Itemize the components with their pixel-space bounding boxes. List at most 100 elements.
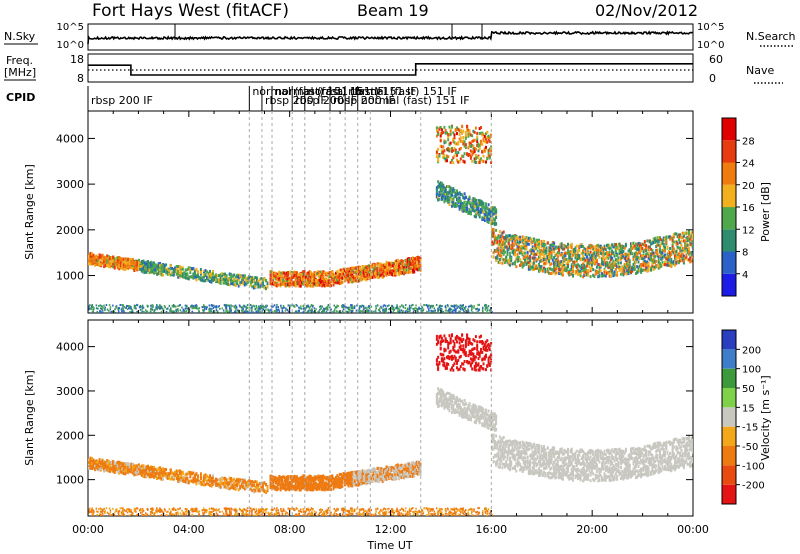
power-cell (516, 254, 519, 258)
power-cell (536, 266, 539, 270)
power-cell (97, 307, 99, 310)
nsky-trace (87, 30, 693, 45)
power-cell (121, 259, 124, 263)
power-cell (468, 208, 471, 212)
power-cell (458, 199, 461, 203)
power-cell (626, 253, 629, 257)
power-cell (477, 207, 480, 210)
power-cell (607, 256, 610, 260)
power-cell (437, 147, 440, 151)
power-cell (221, 274, 224, 278)
power-cell (456, 192, 458, 196)
power-cell (350, 270, 353, 274)
power-cell (447, 185, 450, 188)
power-cell (519, 248, 522, 252)
power-cell (689, 243, 692, 247)
power-cell (92, 308, 95, 311)
power-cell (473, 306, 475, 309)
power-cell (463, 311, 465, 313)
power-cell (184, 274, 187, 278)
power-cell (514, 234, 516, 238)
power-cell (231, 279, 234, 283)
power-cell (346, 278, 349, 282)
power-cell (593, 255, 596, 258)
nsky-tick-bottom: 10^0 (57, 40, 84, 51)
power-cell (491, 231, 494, 235)
power-cell (154, 263, 157, 267)
power-cell (332, 279, 335, 283)
power-cell (497, 246, 500, 250)
power-cell (180, 271, 183, 275)
power-cell (685, 244, 688, 248)
power-cell (319, 305, 321, 308)
power-cell (379, 307, 381, 310)
power-cell (262, 308, 265, 311)
power-cell (469, 305, 471, 308)
power-cell (365, 271, 368, 275)
power-cell (466, 210, 469, 213)
power-cell (476, 155, 479, 159)
power-cell (307, 311, 310, 313)
power-data (88, 124, 693, 313)
power-cell (169, 267, 172, 271)
power-cell (121, 311, 123, 313)
power-cell (309, 281, 312, 285)
power-cell (303, 270, 306, 274)
power-cell (157, 262, 160, 266)
power-cell (360, 305, 363, 308)
power-cell (680, 235, 683, 239)
power-cell (539, 260, 542, 263)
power-cell (471, 153, 474, 157)
power-cell (282, 282, 285, 286)
power-cell (246, 281, 249, 285)
power-cell (453, 189, 456, 193)
power-cell (568, 256, 571, 260)
power-cell (319, 270, 322, 274)
power-cell (671, 243, 674, 247)
power-cell (302, 270, 305, 274)
power-cell (593, 260, 596, 264)
power-cell (641, 263, 644, 267)
power-cell (554, 261, 557, 265)
power-cell (452, 305, 454, 308)
power-cell (609, 267, 612, 271)
power-cell (351, 280, 354, 284)
power-cell (215, 275, 217, 279)
power-cell (534, 243, 537, 247)
power-cell (677, 246, 680, 250)
power-cell (458, 207, 461, 211)
power-cell (454, 202, 457, 206)
power-cell (174, 305, 176, 308)
power-cell (476, 135, 479, 139)
power-cell (140, 264, 143, 268)
power-cell (134, 266, 137, 270)
power-cell (366, 269, 369, 273)
power-cell (121, 267, 124, 270)
power-cell (416, 308, 418, 310)
power-cell (106, 308, 109, 311)
power-cell (469, 212, 472, 216)
power-cell (401, 260, 404, 264)
power-cell (608, 274, 611, 278)
power-cell (405, 268, 408, 272)
power-cell (124, 260, 127, 264)
power-cell (150, 268, 152, 272)
power-cell (245, 279, 248, 283)
power-cell (159, 264, 162, 267)
power-cell (565, 252, 568, 255)
power-cell (345, 268, 348, 272)
power-cell (444, 198, 447, 202)
power-cell (672, 235, 675, 239)
power-cell (160, 269, 163, 273)
power-cell (667, 251, 670, 255)
power-cell (103, 262, 106, 266)
power-cell (675, 232, 678, 236)
power-cell (587, 261, 590, 265)
power-cell (549, 243, 552, 247)
power-cell (451, 158, 453, 162)
power-cell (477, 144, 480, 148)
power-cell (153, 261, 155, 265)
power-cell (425, 304, 428, 306)
power-cell (676, 241, 679, 245)
power-cell (398, 265, 401, 269)
